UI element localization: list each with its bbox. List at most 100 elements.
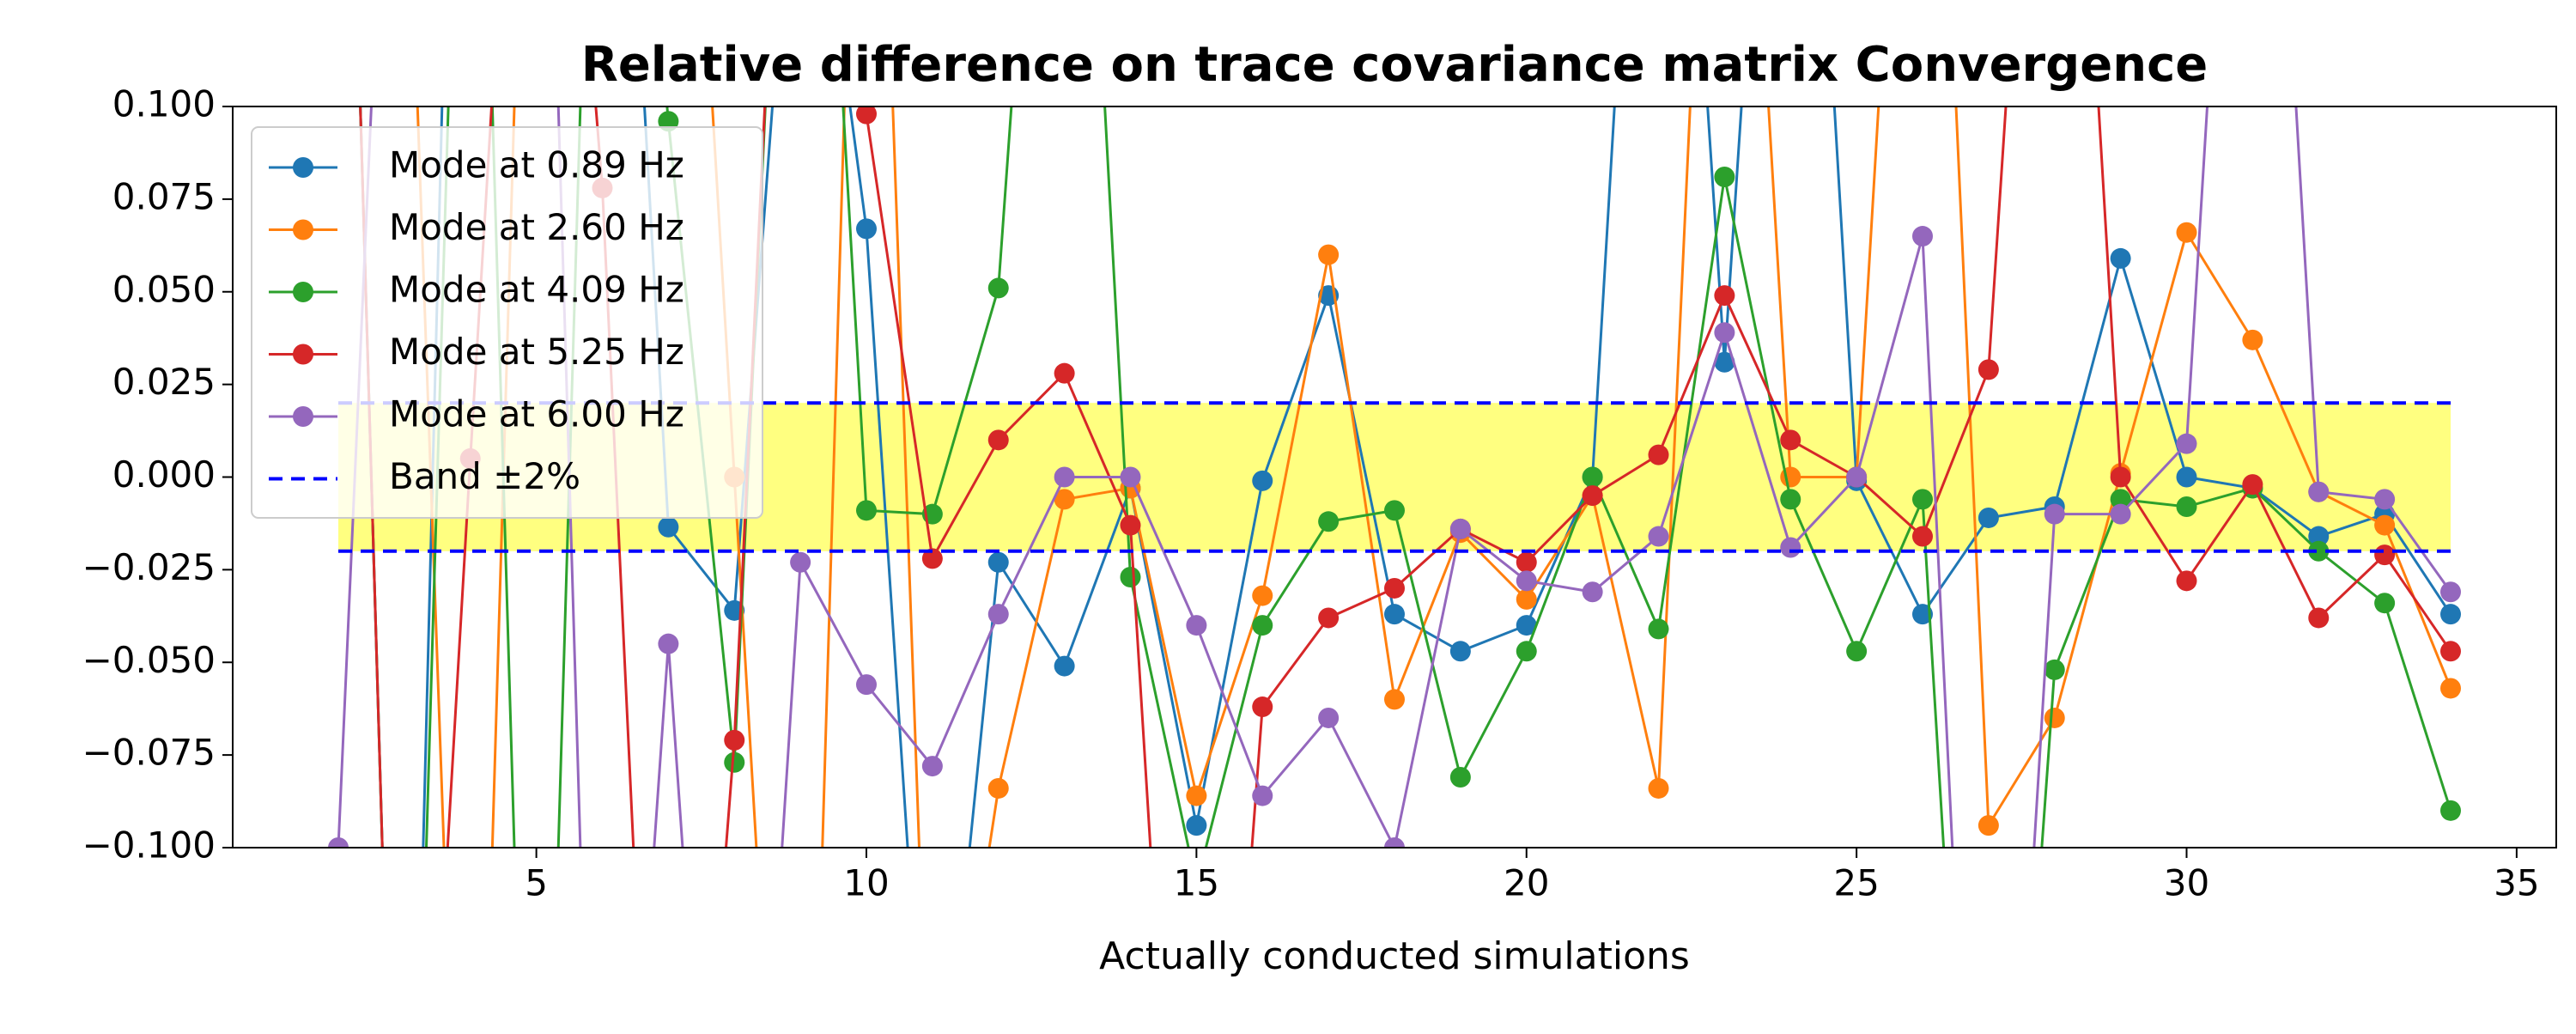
data-point: [2308, 526, 2330, 547]
chart-title: Relative difference on trace covariance …: [581, 37, 2208, 93]
data-point: [1516, 588, 1537, 610]
data-point: [1318, 244, 1340, 265]
data-point: [1516, 641, 1537, 662]
data-point: [526, 22, 547, 43]
legend-frame: [251, 126, 763, 519]
x-tick-label: 35: [2494, 862, 2539, 904]
legend-label: Mode at 6.00 Hz: [389, 393, 684, 435]
data-point: [1648, 444, 1669, 465]
data-point: [724, 729, 745, 751]
legend-label: Mode at 2.60 Hz: [389, 206, 684, 248]
data-point: [2308, 481, 2330, 502]
data-point: [2176, 433, 2197, 454]
legend: Mode at 0.89 Hz Mode at 2.60 Hz Mode at 4.…: [251, 126, 763, 519]
data-point: [1912, 489, 1933, 510]
data-point: [2110, 466, 2131, 488]
data-point: [1054, 362, 1075, 384]
data-point: [1780, 429, 1801, 451]
data-point: [1120, 514, 1141, 536]
legend-label: Mode at 4.09 Hz: [389, 269, 684, 311]
x-tick-label: 5: [525, 862, 548, 904]
data-point: [987, 277, 1009, 299]
data-point: [1846, 641, 1868, 662]
data-point: [856, 500, 877, 521]
data-point: [2308, 607, 2330, 629]
data-point: [1186, 785, 1207, 806]
data-point: [1054, 489, 1075, 510]
data-point: [987, 551, 1009, 573]
y-tick-label: 0.000: [112, 453, 216, 496]
data-point: [1120, 466, 1141, 488]
y-tick-label: 0.075: [112, 175, 216, 217]
data-point: [1252, 585, 1273, 606]
data-point: [2440, 678, 2461, 699]
data-point: [987, 777, 1009, 799]
series-line: [337, 106, 2452, 848]
data-point: [987, 604, 1009, 625]
data-point: [1714, 322, 1735, 344]
data-point: [1516, 551, 1537, 573]
data-point: [1252, 470, 1273, 491]
data-point: [2374, 514, 2396, 536]
data-point: [1384, 577, 1405, 599]
data-point: [2176, 222, 2197, 243]
data-point: [2044, 659, 2065, 680]
data-point: [1252, 785, 1273, 806]
x-tick-label: 10: [843, 862, 889, 904]
data-point: [1318, 511, 1340, 532]
x-axis-label: Actually conducted simulations: [1099, 934, 1690, 978]
data-point: [1780, 489, 1801, 510]
data-point: [1582, 485, 1603, 507]
legend-marker: [293, 219, 313, 240]
data-point: [1714, 351, 1735, 373]
data-point: [1978, 507, 1999, 528]
data-point: [790, 551, 811, 573]
data-point: [2440, 800, 2461, 821]
data-point: [2242, 329, 2263, 350]
data-point: [2110, 503, 2131, 525]
data-point: [1912, 226, 1933, 247]
data-point: [2374, 544, 2396, 566]
data-point: [2242, 474, 2263, 496]
legend-marker: [293, 282, 313, 302]
legend-marker: [293, 157, 313, 178]
y-tick-label: −0.100: [82, 824, 216, 867]
axes: 5 10 15 20 25 30 35 0.100 0.075 0.050 0.025 0.000 −0…: [82, 83, 2540, 904]
y-tick-label: −0.050: [82, 639, 216, 681]
data-point: [2176, 570, 2197, 592]
legend-label: Mode at 5.25 Hz: [389, 331, 684, 373]
data-point: [921, 548, 943, 569]
y-tick-label: 0.050: [112, 268, 216, 310]
data-point: [1780, 537, 1801, 558]
data-point: [1978, 815, 1999, 836]
data-point: [1318, 607, 1340, 629]
x-tick-label: 25: [1833, 862, 1879, 904]
data-point: [1252, 696, 1273, 718]
y-tick-label: −0.075: [82, 732, 216, 774]
data-point: [1648, 618, 1669, 640]
legend-marker: [293, 344, 313, 365]
y-tick-label: 0.025: [112, 361, 216, 403]
data-point: [724, 751, 745, 773]
data-point: [1582, 581, 1603, 603]
data-point: [2044, 503, 2065, 525]
data-point: [1054, 655, 1075, 677]
data-point: [2110, 489, 2131, 510]
data-point: [921, 756, 943, 777]
data-point: [1186, 615, 1207, 636]
data-point: [1516, 570, 1537, 592]
data-point: [1912, 526, 1933, 547]
data-point: [2308, 540, 2330, 562]
data-point: [1384, 689, 1405, 710]
y-tick-label: −0.025: [82, 546, 216, 588]
data-point: [2440, 581, 2461, 603]
data-point: [1912, 604, 1933, 625]
data-point: [1449, 518, 1471, 539]
data-point: [1714, 166, 1735, 187]
data-point: [1714, 285, 1735, 307]
data-point: [2176, 466, 2197, 488]
data-point: [2440, 641, 2461, 662]
data-point: [1449, 767, 1471, 788]
data-point: [1384, 500, 1405, 521]
